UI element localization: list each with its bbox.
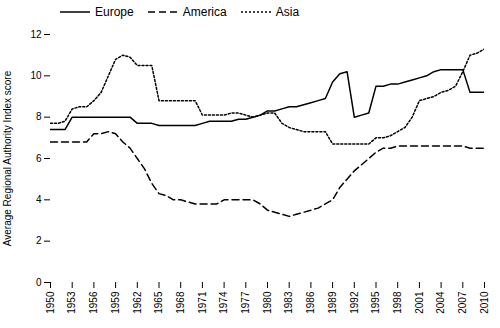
svg-text:1968: 1968 [175, 291, 186, 314]
svg-text:2004: 2004 [435, 291, 446, 314]
svg-text:1986: 1986 [305, 291, 316, 314]
svg-text:10: 10 [30, 70, 42, 81]
svg-text:1953: 1953 [66, 291, 77, 314]
svg-text:8: 8 [36, 111, 42, 122]
svg-text:1959: 1959 [110, 291, 121, 314]
svg-text:1998: 1998 [392, 291, 403, 314]
html-text:America: America [182, 5, 227, 19]
svg-text:1974: 1974 [218, 291, 229, 314]
svg-text:2010: 2010 [479, 291, 490, 314]
svg-text:1971: 1971 [197, 291, 208, 314]
svg-text:Average Regional Authority Ind: Average Regional Authority Index score [2, 70, 13, 246]
svg-text:12: 12 [30, 29, 42, 40]
svg-text:1989: 1989 [327, 291, 338, 314]
svg-text:1962: 1962 [132, 291, 143, 314]
svg-text:1956: 1956 [88, 291, 99, 314]
svg-text:1977: 1977 [240, 291, 251, 314]
svg-text:2001: 2001 [414, 291, 425, 314]
html-text:Europe: Europe [95, 5, 134, 19]
svg-text:1950: 1950 [45, 291, 56, 314]
svg-text:6: 6 [36, 153, 42, 164]
svg-text:4: 4 [36, 194, 42, 205]
html-text:Asia: Asia [275, 5, 300, 19]
svg-text:1980: 1980 [262, 291, 273, 314]
svg-text:1983: 1983 [283, 291, 294, 314]
svg-text:1992: 1992 [349, 291, 360, 314]
svg-text:2: 2 [36, 235, 42, 246]
svg-text:2007: 2007 [457, 291, 468, 314]
svg-text:1965: 1965 [153, 291, 164, 314]
svg-text:1995: 1995 [370, 291, 381, 314]
svg-text:0: 0 [36, 277, 42, 288]
